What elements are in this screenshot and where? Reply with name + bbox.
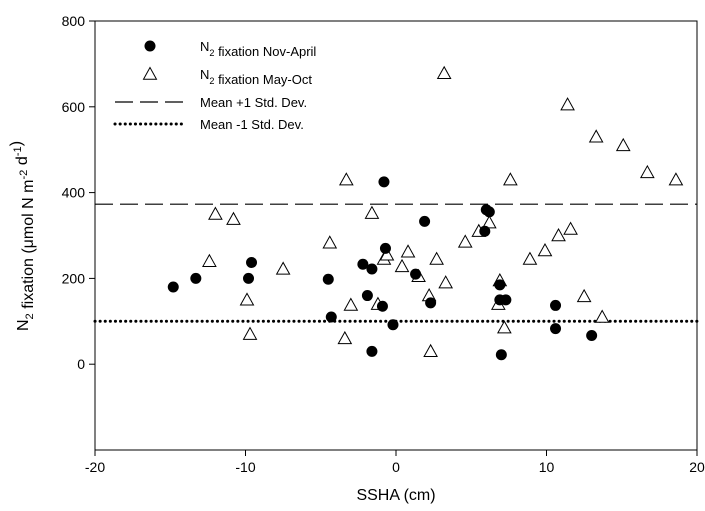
point-may-oct xyxy=(423,343,438,358)
point-may-oct xyxy=(481,215,497,229)
point-nov-april xyxy=(361,290,373,302)
point-nov-april xyxy=(379,242,391,254)
point-nov-april xyxy=(167,281,179,293)
point-may-oct xyxy=(275,261,291,275)
legend-label: Mean +1 Std. Dev. xyxy=(200,95,307,110)
y-axis-label: N2 fixation (μmol N m-2 d-1) xyxy=(8,141,37,331)
point-may-oct xyxy=(503,172,518,186)
point-nov-april xyxy=(246,257,258,269)
point-nov-april xyxy=(376,300,388,312)
point-may-oct xyxy=(457,234,473,248)
legend-label: N2 fixation Nov-April xyxy=(200,39,316,59)
point-nov-april xyxy=(378,176,390,188)
point-may-oct xyxy=(551,227,566,242)
point-nov-april xyxy=(190,272,202,284)
point-may-oct xyxy=(202,253,217,267)
point-nov-april xyxy=(243,272,255,284)
point-nov-april xyxy=(322,273,334,285)
point-may-oct xyxy=(400,244,416,258)
point-nov-april xyxy=(325,311,337,323)
point-nov-april xyxy=(425,297,437,309)
point-may-oct xyxy=(379,247,395,261)
point-may-oct xyxy=(394,258,410,273)
point-may-oct xyxy=(226,211,241,225)
legend-triangle-marker xyxy=(142,66,158,80)
point-may-oct xyxy=(563,221,578,235)
point-nov-april xyxy=(550,323,562,335)
point-nov-april xyxy=(494,279,506,291)
x-tick-label: 0 xyxy=(392,459,400,475)
legend-label: N2 fixation May-Oct xyxy=(200,67,312,87)
x-tick-label: -20 xyxy=(85,459,105,475)
point-may-oct xyxy=(588,129,604,143)
point-may-oct xyxy=(639,164,655,179)
point-nov-april xyxy=(550,299,562,311)
point-nov-april xyxy=(387,319,399,331)
point-nov-april xyxy=(586,329,598,341)
point-may-oct xyxy=(239,292,255,306)
point-may-oct xyxy=(343,297,359,311)
y-tick-label: 200 xyxy=(62,270,86,286)
point-may-oct xyxy=(338,172,354,186)
legend: N2 fixation Nov-April N2 fixation May-Oct… xyxy=(113,39,316,132)
y-tick-label: 400 xyxy=(62,185,86,201)
x-axis-label: SSHA (cm) xyxy=(356,487,435,504)
point-may-oct xyxy=(615,137,631,152)
point-may-oct xyxy=(594,309,610,323)
point-nov-april xyxy=(479,225,491,237)
point-may-oct xyxy=(208,206,223,220)
point-nov-april xyxy=(500,294,512,306)
y-tick-label: 0 xyxy=(77,356,85,372)
point-may-oct xyxy=(429,251,444,265)
point-may-oct xyxy=(560,97,575,111)
x-tick-label: 10 xyxy=(539,459,555,475)
point-nov-april xyxy=(366,263,378,275)
point-nov-april xyxy=(366,345,378,357)
plot-frame xyxy=(94,20,698,451)
point-nov-april xyxy=(483,206,495,218)
point-may-oct xyxy=(668,172,684,186)
x-tick-label: 20 xyxy=(689,459,705,475)
point-may-oct xyxy=(436,65,452,80)
point-may-oct xyxy=(576,288,592,303)
y-tick-label: 600 xyxy=(62,99,86,115)
point-may-oct xyxy=(322,235,338,249)
data-points xyxy=(167,65,684,361)
point-may-oct xyxy=(438,275,454,289)
x-tick-label: -10 xyxy=(235,459,255,475)
point-nov-april xyxy=(357,258,369,270)
point-may-oct xyxy=(537,242,553,257)
point-may-oct xyxy=(242,326,258,340)
y-tick-label: 800 xyxy=(62,13,86,29)
legend-circle-marker xyxy=(144,40,156,52)
point-nov-april xyxy=(410,268,422,280)
point-nov-april xyxy=(419,215,431,227)
point-may-oct xyxy=(337,330,353,345)
reference-lines xyxy=(93,203,699,323)
point-may-oct xyxy=(497,320,512,334)
point-may-oct xyxy=(522,251,538,265)
point-may-oct xyxy=(364,205,380,219)
legend-label: Mean -1 Std. Dev. xyxy=(200,117,304,132)
point-nov-april xyxy=(495,349,507,361)
